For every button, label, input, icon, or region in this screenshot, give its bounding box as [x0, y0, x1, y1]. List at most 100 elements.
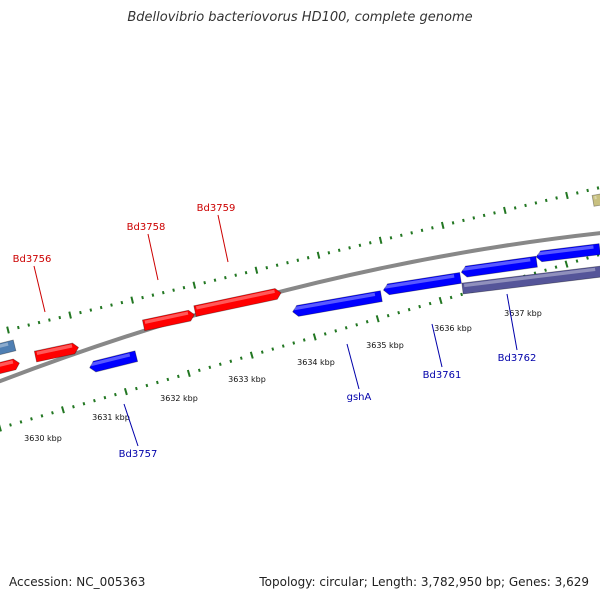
upper-tick [79, 310, 82, 315]
lower-tick [554, 265, 558, 269]
gene-label: Bd3757 [119, 449, 158, 460]
gene-bd3758 [141, 309, 195, 332]
upper-tick [203, 280, 206, 285]
genome-backbone [0, 231, 600, 384]
upper-tick [440, 221, 445, 230]
lower-tick-track [0, 253, 600, 432]
gene-bd3757 [89, 350, 139, 373]
lower-tick [260, 350, 264, 354]
gene-bd3756 [33, 342, 80, 363]
upper-tick [275, 263, 279, 267]
upper-tick [513, 206, 517, 210]
lower-tick [575, 259, 579, 263]
scale-label: 3636 kbp [434, 324, 472, 333]
upper-tick [6, 326, 10, 334]
lower-tick [544, 268, 547, 272]
scale-label: 3632 kbp [160, 394, 198, 403]
gene-label: gshA [347, 392, 372, 403]
labels: 3630 kbp 3631 kbp 3632 kbp 3633 kbp 3634 kbp… [13, 203, 542, 460]
upper-tick [161, 290, 165, 295]
lower-tick [239, 356, 243, 360]
upper-tick [327, 251, 331, 255]
gene-partial [591, 193, 600, 207]
lower-tick [61, 406, 65, 414]
lower-tick [19, 420, 23, 424]
upper-tick [68, 311, 72, 319]
lower-tick [271, 347, 275, 351]
lower-tick [176, 374, 180, 379]
lower-tick [229, 359, 233, 363]
scale-label: 3635 kbp [366, 341, 404, 350]
upper-tick [596, 186, 600, 190]
gene-bd3763 [461, 265, 600, 295]
gene-bd3755 [0, 339, 17, 359]
lower-tick [281, 344, 285, 348]
gene-bd3754 [0, 358, 20, 379]
upper-tick [410, 231, 414, 235]
lower-tick [407, 307, 411, 312]
lower-tick [123, 387, 128, 396]
upper-tick [544, 198, 548, 203]
gene-bd3761 [460, 255, 538, 278]
lower-tick [397, 310, 401, 315]
upper-tick [99, 305, 103, 310]
accession-text: Accession: NC_005363 [9, 575, 146, 589]
scale-label: 3633 kbp [228, 375, 266, 384]
upper-tick [575, 191, 579, 195]
upper-tick [420, 228, 424, 233]
upper-tick [182, 285, 186, 290]
lower-tick [344, 326, 348, 330]
upper-tick [224, 275, 227, 280]
upper-tick [378, 236, 383, 244]
lower-tick [208, 365, 212, 370]
upper-tick [192, 281, 197, 289]
lower-tick [449, 295, 453, 300]
upper-tick [17, 325, 20, 330]
lower-tick [30, 417, 33, 421]
map-title: Bdellovibrio bacteriovorus HD100, comple… [127, 10, 473, 25]
upper-tick [244, 271, 248, 275]
lower-tick [292, 341, 296, 345]
lower-tick [135, 386, 138, 391]
scale-label: 3637 kbp [504, 309, 542, 318]
upper-tick [213, 278, 217, 282]
gene-bd3759 [193, 288, 282, 318]
lower-tick [218, 362, 222, 366]
upper-tick [337, 248, 341, 252]
upper-tick [110, 303, 113, 307]
lower-tick [186, 369, 191, 378]
upper-tick [141, 295, 144, 300]
upper-tick [286, 261, 289, 265]
lower-tick [0, 424, 2, 432]
genes [0, 193, 600, 379]
lower-tick [145, 383, 149, 388]
scale-label: 3631 kbp [92, 413, 130, 422]
upper-tick [389, 236, 393, 240]
upper-tick [306, 256, 310, 260]
upper-tick [565, 191, 569, 200]
scale-label: 3634 kbp [297, 358, 335, 367]
lower-tick [428, 301, 432, 306]
lower-tick [375, 315, 380, 323]
lower-tick [155, 380, 159, 385]
upper-tick [462, 218, 465, 223]
lower-tick [355, 323, 359, 327]
upper-tick [555, 196, 558, 200]
gene-label: Bd3758 [127, 222, 166, 233]
upper-tick [151, 293, 155, 297]
upper-tick [58, 315, 62, 320]
lower-tick [386, 313, 390, 318]
lower-tick [103, 395, 107, 400]
lower-tick [51, 411, 54, 415]
lower-tick [82, 402, 86, 406]
lower-tick [418, 304, 422, 309]
upper-tick [316, 251, 321, 259]
lower-tick [302, 338, 306, 342]
gene-label: Bd3761 [423, 370, 462, 381]
lower-tick [249, 351, 254, 359]
gene-gsha [292, 290, 383, 317]
lower-tick [586, 256, 589, 260]
lower-tick [197, 368, 201, 373]
upper-tick [89, 308, 93, 312]
